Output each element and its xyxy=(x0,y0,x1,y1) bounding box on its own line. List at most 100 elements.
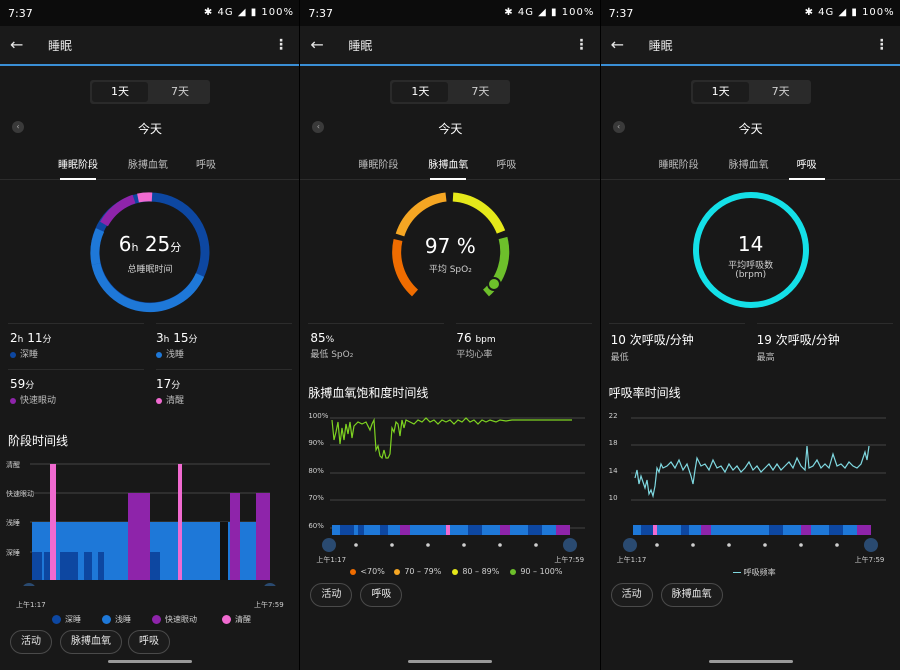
prev-date-chevron-icon[interactable]: ‹ xyxy=(612,121,625,133)
more-vert-icon[interactable]: ⋮ xyxy=(574,37,589,53)
resp-timeline-chart xyxy=(622,417,886,552)
hr-unit: bpm xyxy=(475,335,496,345)
resp-avg-value: 14 xyxy=(737,232,764,256)
deep-h-unit: h xyxy=(17,335,24,345)
ytick-22: 22 xyxy=(608,412,618,420)
light-dot xyxy=(156,351,162,358)
resp-ring-circle xyxy=(692,192,809,308)
deep-block xyxy=(44,552,50,580)
chip-activity[interactable]: 活动 xyxy=(310,583,353,607)
awake-dot xyxy=(156,397,162,404)
light-h: 3 xyxy=(156,331,164,345)
range-1day[interactable]: 1天 xyxy=(92,82,148,102)
total-minutes: 25 xyxy=(144,232,171,256)
alarm-icon xyxy=(563,538,578,552)
rem-dot xyxy=(10,397,16,404)
spo2-gauge xyxy=(392,192,510,297)
sleep-start-icon xyxy=(23,583,35,586)
back-arrow-icon[interactable]: ← xyxy=(10,35,24,54)
legend-70-79: 70 – 79% xyxy=(394,567,441,576)
chip-respiration[interactable]: 呼吸 xyxy=(360,583,403,607)
ytick-90: 90% xyxy=(308,439,324,447)
sleep-start-icon xyxy=(322,538,337,552)
back-arrow-icon[interactable]: ← xyxy=(310,35,324,54)
divider xyxy=(608,323,745,324)
status-time: 7:37 xyxy=(308,7,334,20)
app-bar: ← 睡眠 ⋮ xyxy=(600,26,900,66)
deep-block xyxy=(98,552,104,580)
tab-spo2[interactable]: 脉搏血氧 xyxy=(728,160,769,171)
bluetooth-icon: ✱ xyxy=(804,7,814,18)
gauge-marker xyxy=(487,277,502,291)
app-bar: ← 睡眠 ⋮ xyxy=(300,26,600,66)
range-7day[interactable]: 7天 xyxy=(171,85,189,98)
gesture-bar[interactable] xyxy=(108,660,192,663)
sleep-start-icon xyxy=(622,538,637,552)
gesture-bar[interactable] xyxy=(708,660,793,663)
range-1day[interactable]: 1天 xyxy=(692,82,749,102)
prev-date-chevron-icon[interactable]: ‹ xyxy=(12,121,24,133)
bluetooth-icon: ✱ xyxy=(504,7,514,18)
spo2-min-unit: % xyxy=(325,335,335,345)
deep-stat: 2h 11分 深睡 xyxy=(10,331,51,360)
tab-respiration[interactable]: 呼吸 xyxy=(496,160,517,171)
resp-high-value: 19 次呼吸/分钟 xyxy=(756,333,840,347)
resp-line xyxy=(634,445,870,499)
range-1day[interactable]: 1天 xyxy=(392,82,449,102)
stage-strip xyxy=(332,525,571,535)
signal-icon: ◢ xyxy=(538,7,547,18)
hr-label: 平均心率 xyxy=(456,350,493,360)
status-icons: ✱ 4G ◢ ▮ 100% xyxy=(805,7,895,18)
awake-stat: 17分 清醒 xyxy=(156,377,184,406)
more-vert-icon[interactable]: ⋮ xyxy=(274,37,288,53)
legend-light: 浅睡 xyxy=(102,614,131,625)
stage-strip xyxy=(632,525,871,535)
chip-spo2[interactable]: 脉搏血氧 xyxy=(60,630,122,654)
network-label: 4G xyxy=(818,7,835,18)
tab-sleep-stages[interactable]: 睡眠阶段 xyxy=(658,160,699,171)
level-rem: 快速眼动 xyxy=(6,490,34,498)
chip-activity[interactable]: 活动 xyxy=(10,630,52,654)
tab-sleep-stages[interactable]: 睡眠阶段 xyxy=(48,156,108,180)
hr-avg-stat: 76 bpm 平均心率 xyxy=(456,331,495,360)
tab-respiration[interactable]: 呼吸 xyxy=(196,160,216,171)
deep-h: 2 xyxy=(10,331,18,345)
chip-activity[interactable]: 活动 xyxy=(610,583,653,607)
back-arrow-icon[interactable]: ← xyxy=(610,35,625,54)
tab-spo2[interactable]: 脉搏血氧 xyxy=(418,156,478,180)
range-7day[interactable]: 7天 xyxy=(771,85,790,98)
status-bar: 7:37 ✱ 4G ◢ ▮ 100% xyxy=(0,0,300,26)
sleep-ring xyxy=(90,192,210,312)
date-label: 今天 xyxy=(438,122,463,136)
deep-block xyxy=(84,552,92,580)
resp-timeline-title: 呼吸率时间线 xyxy=(608,386,681,400)
spo2-timeline-title: 脉搏血氧饱和度时间线 xyxy=(308,386,429,400)
chip-respiration[interactable]: 呼吸 xyxy=(128,630,170,654)
tab-bar: 睡眠阶段 脉搏血氧 呼吸 xyxy=(600,148,900,180)
timeline-start: 上午1:17 xyxy=(16,601,46,609)
page-title: 睡眠 xyxy=(348,39,373,53)
deep-block xyxy=(150,552,160,580)
alarm-icon xyxy=(264,583,276,586)
page-title: 睡眠 xyxy=(48,39,73,53)
rem-block xyxy=(256,493,270,580)
tab-spo2[interactable]: 脉搏血氧 xyxy=(128,160,168,171)
legend-awake: 清醒 xyxy=(222,614,251,625)
range-7day[interactable]: 7天 xyxy=(471,85,490,98)
ytick-18: 18 xyxy=(608,439,618,447)
signal-icon: ◢ xyxy=(838,7,848,18)
more-vert-icon[interactable]: ⋮ xyxy=(874,37,889,53)
light-m: 15 xyxy=(173,331,189,345)
tab-sleep-stages[interactable]: 睡眠阶段 xyxy=(358,160,399,171)
rem-stat: 59分 快速眼动 xyxy=(10,377,56,406)
gesture-bar[interactable] xyxy=(408,660,493,663)
chip-spo2[interactable]: 脉搏血氧 xyxy=(660,583,723,607)
tab-respiration[interactable]: 呼吸 xyxy=(777,156,837,180)
timeline-start: 上午1:17 xyxy=(616,556,647,564)
light-h-unit: h xyxy=(163,335,170,345)
prev-date-chevron-icon[interactable]: ‹ xyxy=(312,121,325,133)
battery-icon: ▮ xyxy=(851,7,858,18)
rem-block xyxy=(230,493,240,580)
total-sleep-label: 总睡眠时间 xyxy=(127,265,173,275)
app-bar: ← 睡眠 ⋮ xyxy=(0,26,300,66)
